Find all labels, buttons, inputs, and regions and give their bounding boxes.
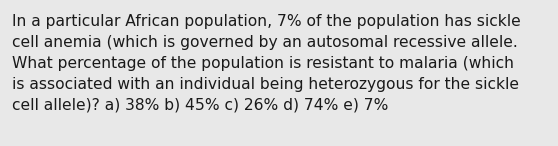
Text: In a particular African population, 7% of the population has sickle
cell anemia : In a particular African population, 7% o… <box>12 14 521 113</box>
